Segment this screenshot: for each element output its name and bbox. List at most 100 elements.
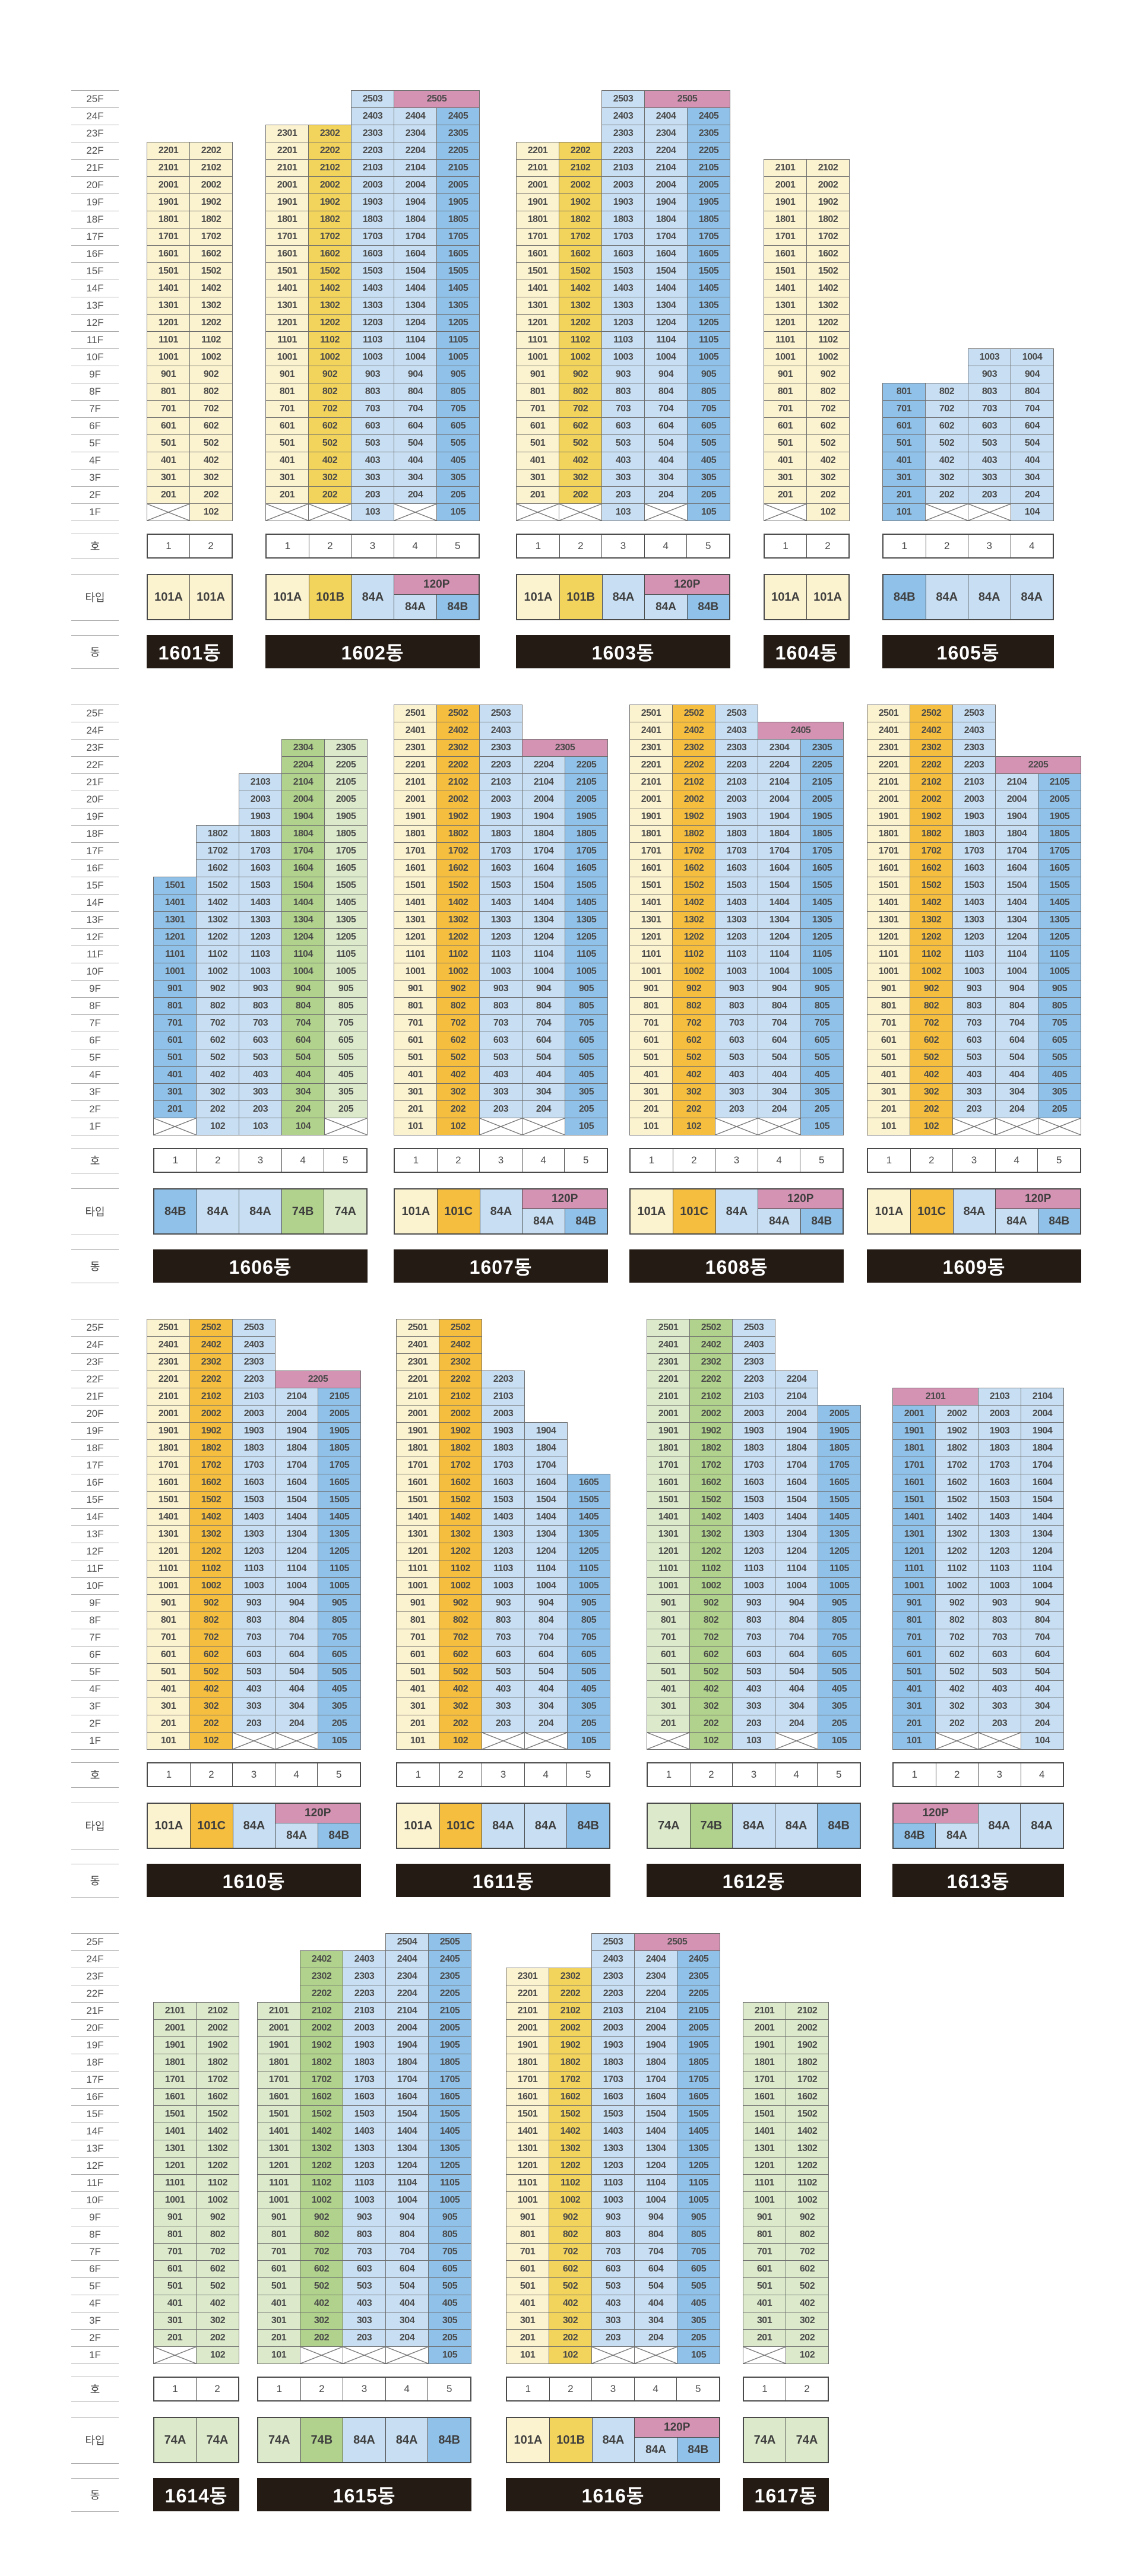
type-cell: 84A	[233, 1804, 276, 1848]
floor-label: 17F	[86, 230, 104, 242]
unit-cell: 301	[516, 469, 559, 487]
unit-cell: 502	[935, 1663, 978, 1681]
unit-cell: 1404	[275, 1508, 318, 1526]
unit-cell: 304	[522, 1083, 565, 1101]
penthouse-type-bottom: 84A 84B	[522, 1209, 607, 1233]
type-cell: 84A	[645, 595, 688, 619]
unit-cell: 2202	[672, 756, 715, 774]
unit-cell: 201	[647, 1715, 690, 1733]
unit-cell: 1104	[758, 946, 801, 963]
type-cell: 101A	[517, 575, 560, 619]
floor-label: 16F	[86, 248, 104, 259]
unit-cell: 1404	[995, 894, 1038, 912]
unit-cell: 801	[629, 997, 673, 1015]
unit-cell: 901	[629, 980, 673, 998]
unit-cell: 2304	[385, 1968, 429, 1985]
unit-cell: 301	[764, 469, 807, 487]
unit-cell: 605	[1038, 1032, 1081, 1049]
unit-cell: 101	[257, 2346, 300, 2364]
unit-cell: 801	[147, 383, 190, 401]
unit-cell: 1602	[436, 859, 480, 877]
unit-cell: 803	[978, 1611, 1021, 1629]
unit-cell: 2102	[196, 2002, 239, 2020]
unit-cell: 1004	[995, 963, 1038, 981]
unit-cell: 102	[436, 1118, 480, 1135]
unit-cell: 904	[281, 980, 325, 998]
unit-cell: 803	[239, 997, 282, 1015]
unit-cell: 701	[743, 2243, 786, 2261]
unit-cell: 1304	[758, 911, 801, 929]
unit-cell: 1001	[147, 348, 190, 366]
unit-cell: 2304	[634, 1968, 677, 1985]
unit-cell: 602	[439, 1646, 482, 1664]
unit-cell: 2502	[436, 705, 480, 722]
unit-cell: 1401	[394, 894, 437, 912]
unit-cell: 905	[1038, 980, 1081, 998]
unit-cell: 1404	[758, 894, 801, 912]
unit-cell: 701	[265, 400, 309, 418]
unit-cell: 2102	[549, 2002, 592, 2020]
unit-cell: 1701	[153, 2071, 197, 2089]
unit-cell: 1203	[732, 1543, 775, 1560]
unit-cell: 404	[275, 1680, 318, 1698]
unit-cell: 1502	[559, 262, 602, 280]
unit-cell: 803	[715, 997, 758, 1015]
unit-cell: 2104	[385, 2002, 429, 2020]
unit-cell: 1404	[281, 894, 325, 912]
unit-cell: 1405	[687, 280, 730, 297]
unit-cell: 1904	[758, 808, 801, 826]
floor-label: 16F	[86, 2090, 104, 2102]
unit-cell: 2005	[318, 1405, 361, 1423]
unit-cell: 1503	[601, 262, 645, 280]
unit-cell: 202	[196, 2329, 239, 2347]
unit-cell: 1102	[439, 1560, 482, 1578]
unit-cell: 2004	[281, 791, 325, 808]
unit-cell: 1204	[644, 314, 688, 332]
type-cell: 101A	[148, 1804, 191, 1848]
unit-cell: 705	[800, 1014, 844, 1032]
unit-cell: 502	[786, 2277, 829, 2295]
unit-cell: 404	[758, 1066, 801, 1084]
unit-cell: 2403	[351, 107, 394, 125]
unit-cell: 1302	[910, 911, 953, 929]
unit-cell: 2403	[715, 722, 758, 740]
unit-cell: 1205	[318, 1543, 361, 1560]
unit-cell: 1201	[516, 314, 559, 332]
unit-cell: 1305	[800, 911, 844, 929]
unit-cell: 2304	[644, 125, 688, 142]
unit-cell: 1505	[567, 1491, 610, 1509]
scale-line	[71, 928, 119, 929]
unit-cell: 602	[689, 1646, 733, 1664]
unit-cell: 702	[189, 1629, 233, 1647]
unit-cell: 702	[559, 400, 602, 418]
unit-cell: 1303	[232, 1525, 276, 1543]
unit-cell: 105	[318, 1732, 361, 1750]
unit-cell: 1702	[910, 842, 953, 860]
unit-cell: 403	[479, 1066, 522, 1084]
unit-cell: 1703	[732, 1457, 775, 1474]
unit-cell: 803	[232, 1611, 276, 1629]
unit-cell: 504	[524, 1663, 568, 1681]
unit-cell: 2001	[506, 2019, 549, 2037]
unit-cell: 601	[629, 1032, 673, 1049]
unit-cell: 1305	[565, 911, 608, 929]
floor-label: 19F	[86, 196, 104, 208]
building-1613동: 2001 1901 1801 1701 1601 1501 1401 1301 1201 1101…	[892, 1319, 1064, 1897]
unit-cell: 703	[232, 1629, 276, 1647]
unit-cell: 1704	[385, 2071, 429, 2089]
x-mark-icon	[996, 1118, 1038, 1135]
type-cell: 84A	[1021, 1804, 1063, 1848]
unit-cell: 1503	[239, 877, 282, 894]
unit-cell: 1901	[629, 808, 673, 826]
unit-cell: 2002	[689, 1405, 733, 1423]
unit-cell: 1503	[232, 1491, 276, 1509]
unit-cell: 902	[672, 980, 715, 998]
type-cell: 74A	[154, 2418, 197, 2462]
unit-cell: 1404	[385, 2123, 429, 2140]
unit-cell: 1902	[439, 1422, 482, 1440]
unit-cell: 2202	[689, 1371, 733, 1388]
unit-cell: 1903	[952, 808, 996, 826]
closed-unit-cell	[385, 2346, 429, 2364]
unit-cell: 1301	[892, 1525, 936, 1543]
unit-cell: 305	[567, 1698, 610, 1715]
